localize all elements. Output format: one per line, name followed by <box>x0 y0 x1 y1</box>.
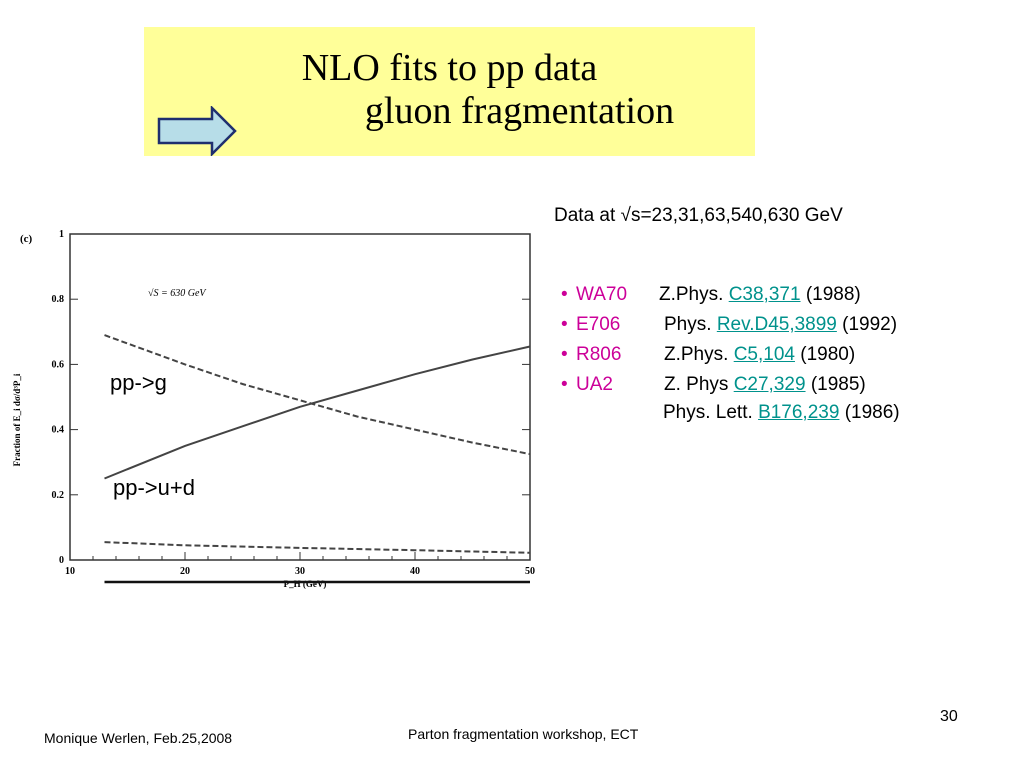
fraction-chart: (c) √S = 630 GeV Fraction of E_i dσ/d³P_… <box>12 229 535 589</box>
bullet: • <box>561 374 568 395</box>
page-number: 30 <box>940 708 958 725</box>
y-tick-label: 0.2 <box>52 490 65 501</box>
experiment-name: UA2 <box>576 374 613 395</box>
slide-title-line1: NLO fits to pp data <box>301 47 598 89</box>
journal-name: Z. Phys <box>664 374 729 395</box>
slide-title-line2: gluon fragmentation <box>364 90 675 132</box>
reference-year: (1992) <box>842 314 898 335</box>
energy-annotation: √S = 630 GeV <box>148 288 207 299</box>
experiment-name: WA70 <box>576 284 628 305</box>
footer-event: Parton fragmentation workshop, ECT <box>408 726 639 742</box>
y-tick-label: 0.4 <box>52 425 65 436</box>
x-tick-label: 50 <box>525 566 535 577</box>
experiment-name: R806 <box>576 344 622 365</box>
y-tick-label: 0.6 <box>52 359 65 370</box>
experiment-name: E706 <box>576 314 621 335</box>
title-box: NLO fits to pp data gluon fragmentation <box>144 27 755 156</box>
right-arrow-icon <box>157 106 237 156</box>
y-axis-label: Fraction of E_i dσ/d³P_i <box>12 373 22 466</box>
x-tick-label: 40 <box>410 566 420 577</box>
y-tick-label: 0 <box>59 555 64 566</box>
journal-name: Phys. <box>664 314 712 335</box>
x-tick-label: 20 <box>180 566 190 577</box>
reference-link[interactable]: B176,239 <box>758 402 840 423</box>
x-tick-label: 30 <box>295 566 305 577</box>
bullet: • <box>561 314 568 335</box>
series-line-2 <box>104 334 531 456</box>
reference-link[interactable]: C5,104 <box>733 344 795 365</box>
bullet: • <box>561 284 568 305</box>
panel-label: (c) <box>20 233 33 245</box>
gluon-curve-label: pp->g <box>110 370 167 395</box>
y-tick-label: 0.8 <box>52 294 65 305</box>
y-tick-label: 1 <box>59 229 64 240</box>
reference-link[interactable]: Rev.D45,3899 <box>716 314 837 335</box>
footer-author: Monique Werlen, Feb.25,2008 <box>44 730 233 746</box>
x-tick-label: 10 <box>65 566 75 577</box>
journal-name: Z.Phys. <box>664 344 729 365</box>
quark-curve-label: pp->u+d <box>113 475 195 500</box>
reference-year: (1980) <box>800 344 856 365</box>
reference-link[interactable]: C38,371 <box>728 284 801 305</box>
series-line-1 <box>104 345 531 480</box>
energy-list-text: Data at √s=23,31,63,540,630 GeV <box>554 205 843 226</box>
x-axis-label: P_H (GeV) <box>284 579 327 589</box>
plot-frame <box>69 233 531 561</box>
series-line-3 <box>104 541 531 554</box>
bullet: • <box>561 344 568 365</box>
reference-year: (1986) <box>844 402 900 423</box>
reference-link[interactable]: C27,329 <box>733 374 806 395</box>
journal-name: Z.Phys. <box>659 284 724 305</box>
reference-continuation: Phys. Lett. B176,239 (1986) <box>663 402 900 424</box>
journal-name: Phys. Lett. <box>663 402 753 423</box>
reference-year: (1985) <box>810 374 866 395</box>
reference-year: (1988) <box>805 284 861 305</box>
